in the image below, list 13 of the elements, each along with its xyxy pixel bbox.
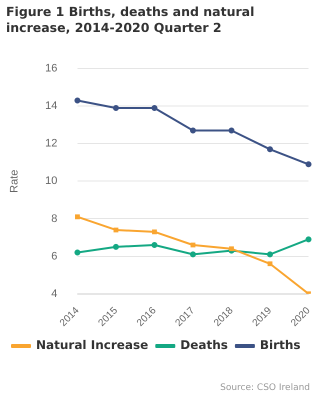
y-tick-label: 12: [45, 138, 58, 150]
source-note: Source: CSO Ireland: [220, 383, 310, 393]
y-tick-label: 10: [45, 175, 58, 188]
legend-label: Births: [260, 338, 301, 352]
y-axis-title: Rate: [8, 170, 21, 193]
legend-label: Deaths: [180, 338, 228, 352]
y-tick-label: 4: [51, 288, 58, 300]
y-tick-label: 14: [45, 100, 58, 112]
y-tick-label: 8: [51, 212, 58, 225]
y-tick-label: 6: [51, 250, 58, 262]
chart-title: Figure 1 Births, deaths and natural increase, 2014-2020 Quarter 2: [6, 4, 256, 36]
legend-label: Natural Increase: [36, 338, 148, 352]
y-tick-label: 16: [45, 62, 58, 75]
